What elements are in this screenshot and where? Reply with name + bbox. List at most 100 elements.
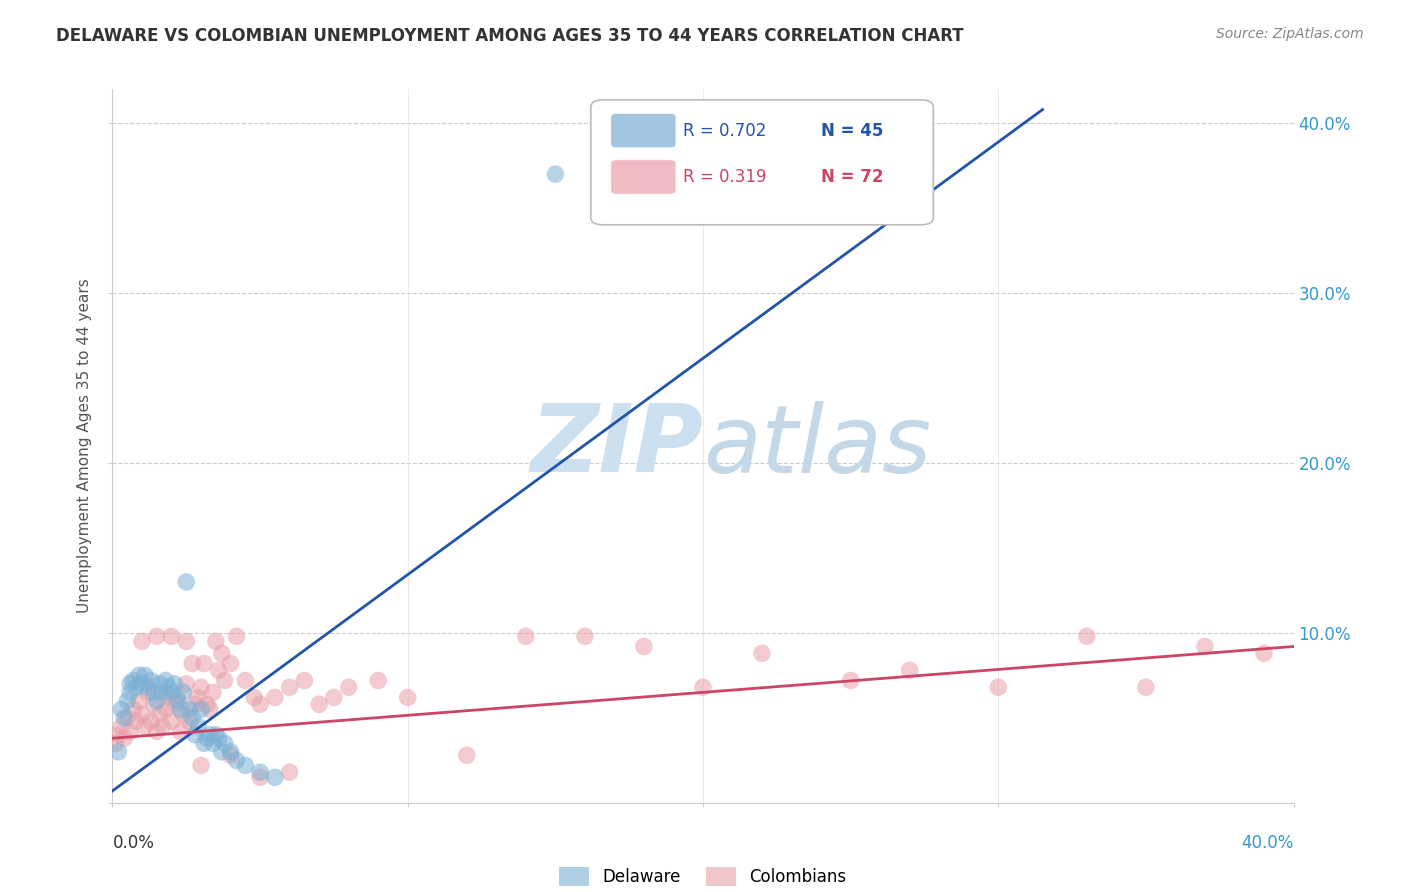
Y-axis label: Unemployment Among Ages 35 to 44 years: Unemployment Among Ages 35 to 44 years xyxy=(77,278,93,614)
Point xyxy=(1135,680,1157,694)
Point xyxy=(120,724,142,739)
Point xyxy=(233,758,256,772)
Point xyxy=(193,657,215,671)
Point xyxy=(160,629,183,643)
Point xyxy=(751,125,773,139)
Point xyxy=(149,677,172,691)
Point xyxy=(174,574,197,589)
Point xyxy=(104,736,127,750)
Point xyxy=(155,673,177,688)
Point xyxy=(131,707,153,722)
Point xyxy=(117,694,138,708)
Point xyxy=(149,707,172,722)
Point xyxy=(181,711,204,725)
Point xyxy=(264,690,287,705)
Point xyxy=(139,673,162,688)
Point xyxy=(128,668,150,682)
Point xyxy=(367,673,389,688)
Point xyxy=(323,690,346,705)
Text: R = 0.319: R = 0.319 xyxy=(683,168,766,186)
Point xyxy=(249,770,271,784)
Point xyxy=(169,724,191,739)
Point xyxy=(136,680,159,694)
FancyBboxPatch shape xyxy=(610,113,676,148)
Point xyxy=(544,167,567,181)
Point xyxy=(308,698,330,712)
Point xyxy=(146,694,169,708)
Point xyxy=(163,677,186,691)
Point xyxy=(107,728,129,742)
Point xyxy=(131,677,153,691)
Point xyxy=(174,677,197,691)
Point xyxy=(125,680,148,694)
Point xyxy=(249,698,271,712)
Point xyxy=(190,702,212,716)
Point xyxy=(122,702,145,716)
Point xyxy=(515,629,537,643)
Point xyxy=(249,765,271,780)
Point xyxy=(225,629,247,643)
Point xyxy=(110,702,132,716)
Point xyxy=(157,680,180,694)
Point xyxy=(160,685,183,699)
Text: N = 72: N = 72 xyxy=(821,168,883,186)
Point xyxy=(120,685,142,699)
Text: ZIP: ZIP xyxy=(530,400,703,492)
Point xyxy=(112,711,135,725)
Point xyxy=(134,668,156,682)
Point xyxy=(136,685,159,699)
Point xyxy=(692,680,714,694)
Point xyxy=(187,690,209,705)
Legend: Delaware, Colombians: Delaware, Colombians xyxy=(551,858,855,892)
Point xyxy=(219,748,242,763)
Text: atlas: atlas xyxy=(703,401,931,491)
Point xyxy=(155,702,177,716)
Point xyxy=(233,673,256,688)
Point xyxy=(208,731,231,746)
Point xyxy=(134,719,156,733)
Point xyxy=(751,646,773,660)
Text: N = 45: N = 45 xyxy=(821,121,883,139)
Point xyxy=(292,673,315,688)
Point xyxy=(1076,629,1098,643)
Point xyxy=(219,745,242,759)
Point xyxy=(131,634,153,648)
Point xyxy=(142,685,165,699)
Point xyxy=(166,690,188,705)
Point xyxy=(574,629,596,643)
Point xyxy=(146,629,169,643)
Point xyxy=(198,728,221,742)
Point xyxy=(122,673,145,688)
Point xyxy=(198,702,221,716)
Point xyxy=(107,745,129,759)
Point xyxy=(172,707,194,722)
Point xyxy=(169,702,191,716)
Point xyxy=(205,728,228,742)
Point xyxy=(120,677,142,691)
Point xyxy=(201,736,224,750)
Point xyxy=(214,736,236,750)
Point xyxy=(125,714,148,729)
Point xyxy=(278,680,301,694)
Point xyxy=(110,719,132,733)
Point xyxy=(117,711,138,725)
Point xyxy=(193,736,215,750)
Point xyxy=(1194,640,1216,654)
Point xyxy=(211,646,233,660)
Point xyxy=(264,770,287,784)
Point xyxy=(243,690,266,705)
Text: DELAWARE VS COLOMBIAN UNEMPLOYMENT AMONG AGES 35 TO 44 YEARS CORRELATION CHART: DELAWARE VS COLOMBIAN UNEMPLOYMENT AMONG… xyxy=(56,27,965,45)
Point xyxy=(139,714,162,729)
Point xyxy=(174,634,197,648)
Text: 0.0%: 0.0% xyxy=(112,834,155,852)
Point xyxy=(190,758,212,772)
Point xyxy=(163,698,186,712)
Point xyxy=(146,724,169,739)
Point xyxy=(142,698,165,712)
Point xyxy=(839,673,862,688)
Point xyxy=(456,748,478,763)
Point xyxy=(172,685,194,699)
Point xyxy=(187,719,209,733)
Text: 40.0%: 40.0% xyxy=(1241,834,1294,852)
Point xyxy=(179,702,201,716)
